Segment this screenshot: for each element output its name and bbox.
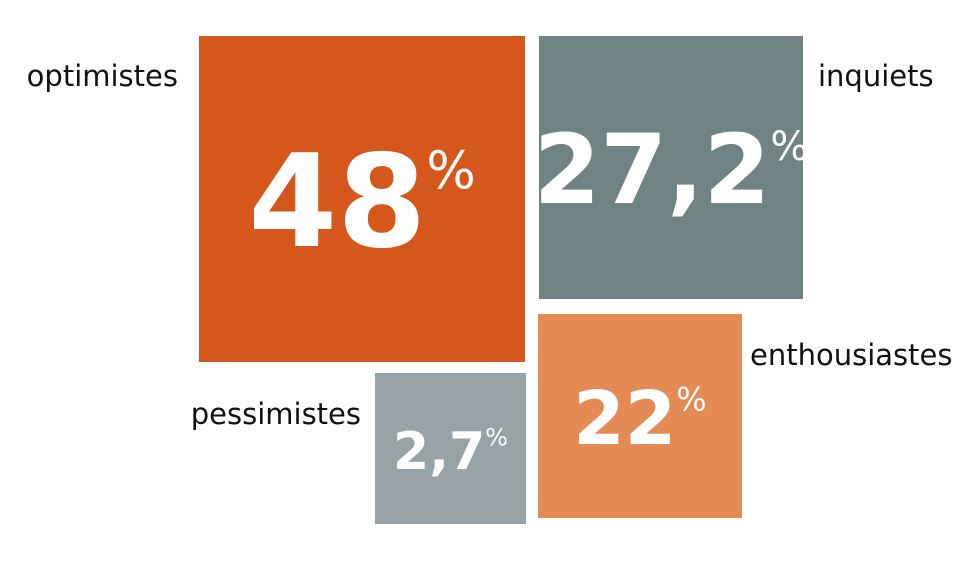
value-unit: % xyxy=(485,424,508,452)
square xyxy=(538,314,742,518)
value-number: 22 xyxy=(573,376,676,462)
value-label: 22% xyxy=(573,376,706,462)
value-label: 48% xyxy=(248,128,476,277)
value-unit: % xyxy=(426,141,475,201)
value-number: 2,7 xyxy=(393,422,485,482)
value-number: 48 xyxy=(248,128,426,277)
value-unit: % xyxy=(676,381,706,419)
value-label: 2,7% xyxy=(393,422,508,482)
category-label: optimistes xyxy=(27,59,178,93)
category-label: pessimistes xyxy=(191,397,361,431)
value-unit: % xyxy=(770,124,808,170)
value-label: 27,2% xyxy=(534,114,809,226)
value-number: 27,2 xyxy=(534,114,771,226)
square xyxy=(199,36,525,362)
category-label: enthousiastes xyxy=(750,338,952,372)
square xyxy=(375,373,526,524)
square xyxy=(539,36,803,299)
category-label: inquiets xyxy=(818,59,934,93)
